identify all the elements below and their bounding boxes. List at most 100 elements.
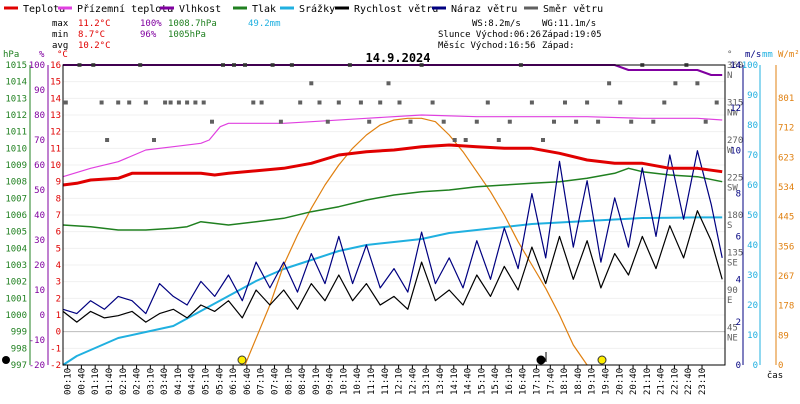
wind-dir-point <box>105 138 110 142</box>
unit-pct: % <box>39 50 45 60</box>
x-tick-label: 04:40 <box>188 368 198 395</box>
wind-dir-point <box>367 119 372 124</box>
wm2-tick-label: 178 <box>778 302 794 312</box>
dir-name-label: W <box>727 146 733 156</box>
legend-label: Teplota <box>23 4 65 15</box>
dir-tick-label: 180 <box>727 211 743 221</box>
wind-dir-point <box>585 100 590 105</box>
wm2-tick-label: 623 <box>778 153 794 163</box>
wind-dir-point <box>298 100 303 105</box>
x-tick-label: 19:40 <box>601 368 611 395</box>
x-tick-label: 05:40 <box>215 368 225 395</box>
wind-dir-point <box>452 138 457 142</box>
temp-tick-label: 6 <box>56 228 61 238</box>
wind-dir-point <box>474 119 479 124</box>
x-tick-label: 05:10 <box>202 368 212 395</box>
pct-tick-label: 20 <box>34 261 45 271</box>
wind-dir-point <box>607 81 612 86</box>
wind-dir-point <box>485 100 490 105</box>
series-p-zemn-teplota <box>62 114 723 178</box>
wind-dir-point <box>596 119 601 124</box>
ms-tick-label: 4 <box>736 275 741 285</box>
legend-label: Vlhkost <box>179 4 221 15</box>
x-tick-label: 19:10 <box>588 368 598 395</box>
wm2-tick-label: 712 <box>778 124 794 134</box>
hpa-tick-label: 999 <box>11 328 27 338</box>
dir-tick-label: 225 <box>727 174 743 184</box>
pct-tick-label: 40 <box>34 211 45 221</box>
wind-dir-point <box>695 81 700 86</box>
hpa-tick-label: 1014 <box>5 78 27 88</box>
unit-ms: m/s <box>745 50 761 60</box>
x-tick-label: 01:10 <box>91 368 101 395</box>
pct-tick-label: -20 <box>29 361 45 371</box>
ms-tick-label: 10 <box>730 147 741 157</box>
wind-dir-point <box>193 100 198 105</box>
dir-name-label: N <box>727 71 732 81</box>
sunrise-marker <box>237 355 247 365</box>
legend-label: Tlak <box>252 4 276 15</box>
x-tick-label: 07:10 <box>257 368 267 395</box>
wind-dir-point <box>386 81 391 86</box>
wind-dir-point <box>618 100 623 105</box>
stat-moon-set: Západ: <box>542 41 575 51</box>
time-axis-label: čas <box>767 370 783 381</box>
wm2-tick-label: 267 <box>778 272 794 282</box>
legend-label: Rychlost větru <box>354 3 438 15</box>
hpa-tick-label: 1012 <box>5 111 27 121</box>
hpa-tick-label: 1015 <box>5 61 27 71</box>
legend-label: Směr větru <box>543 3 603 15</box>
x-tick-label: 16:40 <box>519 368 529 395</box>
mm-tick-label: 100 <box>742 61 758 71</box>
dir-name-label: NW <box>727 109 738 119</box>
moonset-marker <box>2 356 10 364</box>
temp-tick-label: 7 <box>56 211 61 221</box>
wind-dir-point <box>378 100 383 105</box>
series-tlak <box>62 167 723 231</box>
x-tick-label: 06:10 <box>229 368 239 395</box>
wind-dir-point <box>163 100 168 105</box>
pct-tick-label: -10 <box>29 336 45 346</box>
legend: Teplota Přízemní teplota Vlhkost Tlak Srážky… <box>4 3 603 15</box>
x-tick-label: 04:10 <box>174 368 184 395</box>
ms-tick-label: 14 <box>730 61 741 71</box>
x-tick-label: 09:10 <box>312 368 322 395</box>
wind-dir-point <box>358 100 363 105</box>
x-tick-label: 20:10 <box>615 368 625 395</box>
dir-name-label: NE <box>727 334 738 344</box>
temp-tick-label: -1 <box>50 344 61 354</box>
legend-label: Srážky <box>299 3 335 15</box>
wind-dir-point <box>116 100 121 105</box>
right-axes: 360N315NW270W225SW180S135SE90E45NE024681… <box>727 61 794 371</box>
stat-min-press: 1005hPa <box>168 30 206 40</box>
x-tick-label: 16:10 <box>505 368 515 395</box>
wind-dir-point <box>703 119 708 124</box>
wind-dir-point <box>430 100 435 105</box>
x-tick-label: 00:40 <box>77 368 87 395</box>
x-tick-label: 15:40 <box>491 368 501 395</box>
temp-tick-label: 11 <box>50 144 61 154</box>
wind-dir-point <box>673 81 678 86</box>
left-axes: 9979989991000100110021003100410051006100… <box>5 61 61 371</box>
pct-tick-label: 60 <box>34 161 45 171</box>
x-tick-label: 15:10 <box>477 368 487 395</box>
wind-dir-point <box>168 100 173 105</box>
pct-tick-label: 90 <box>34 86 45 96</box>
stat-min-label: min <box>52 30 68 40</box>
wind-dir-point <box>541 138 545 142</box>
x-tick-label: 18:10 <box>560 368 570 395</box>
ms-tick-label: 8 <box>736 190 741 200</box>
hpa-tick-label: 1008 <box>5 178 27 188</box>
axis-units: hPa % °C ° m/s mm W/m² <box>3 50 800 60</box>
series-rychlost-v-tru <box>62 210 723 323</box>
x-tick-label: 14:40 <box>464 368 474 395</box>
stat-max-temp: 11.2°C <box>78 19 111 29</box>
unit-wm2: W/m² <box>778 50 800 60</box>
wm2-tick-label: 356 <box>778 242 794 252</box>
dir-name-label: S <box>727 221 732 231</box>
stat-min-temp: 8.7°C <box>78 30 105 40</box>
temp-tick-label: 13 <box>50 111 61 121</box>
hpa-tick-label: 1011 <box>5 128 27 138</box>
